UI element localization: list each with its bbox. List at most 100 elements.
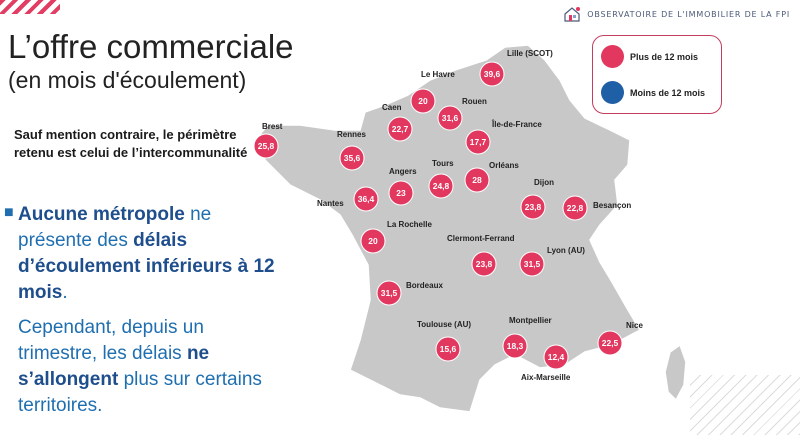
key-finding-text: ne présente des bbox=[18, 204, 212, 252]
city-bubble bbox=[353, 186, 379, 212]
legend-item-over: Plus de 12 mois bbox=[601, 45, 698, 68]
legend-swatch-over bbox=[601, 45, 624, 68]
city-value: 23,8 bbox=[476, 259, 493, 269]
city-value: 36,4 bbox=[358, 194, 375, 204]
page-subtitle: (en mois d'écoulement) bbox=[8, 67, 247, 93]
city-marker-caen: 22,7 Caen bbox=[382, 103, 413, 142]
city-marker-le-de-france: 17,7 Île-de-France bbox=[465, 120, 542, 155]
city-label: Orléans bbox=[489, 161, 519, 170]
city-value: 18,3 bbox=[507, 341, 524, 351]
city-bubble bbox=[410, 88, 436, 114]
city-bubble bbox=[479, 61, 505, 87]
trend-text-end: plus sur certains territoires. bbox=[18, 369, 262, 417]
city-label: Angers bbox=[389, 167, 417, 176]
city-marker-bordeaux: 31,5 Bordeaux bbox=[376, 280, 443, 306]
city-label: Nice bbox=[626, 321, 643, 330]
city-label: Bordeaux bbox=[406, 281, 443, 290]
city-marker-besan-on: 22,8 Besançon bbox=[562, 195, 631, 221]
city-marker-orl-ans: 28 Orléans bbox=[464, 161, 519, 193]
city-label: Brest bbox=[262, 122, 283, 131]
city-value: 23 bbox=[396, 188, 406, 198]
page-title: L’offre commerciale bbox=[8, 28, 294, 65]
city-bubble bbox=[428, 173, 454, 199]
city-label: La Rochelle bbox=[387, 220, 432, 229]
legend-label-under: Moins de 12 mois bbox=[630, 87, 706, 98]
city-label: Île-de-France bbox=[491, 120, 542, 129]
corsica-shape bbox=[664, 343, 687, 402]
brand-header: OBSERVATOIRE DE L'IMMOBILIER DE LA FPI bbox=[563, 6, 790, 22]
trend-text: Cependant, depuis un trimestre, les déla… bbox=[18, 317, 204, 365]
legend-label-over: Plus de 12 mois bbox=[630, 51, 699, 62]
city-value: 15,6 bbox=[440, 344, 457, 354]
city-value: 22,5 bbox=[602, 338, 619, 348]
city-bubble bbox=[360, 228, 386, 254]
city-value: 24,8 bbox=[433, 181, 450, 191]
city-bubble bbox=[520, 194, 546, 220]
city-value: 31,5 bbox=[524, 259, 541, 269]
city-marker-montpellier: 18,3 Montpellier bbox=[502, 316, 552, 359]
city-bubble bbox=[435, 336, 461, 362]
house-logo-icon bbox=[564, 7, 581, 22]
city-marker-toulouse-au: 15,6 Toulouse (AU) bbox=[417, 320, 471, 362]
city-value: 28 bbox=[472, 175, 482, 185]
city-label: Toulouse (AU) bbox=[417, 320, 471, 329]
city-value: 12,4 bbox=[548, 352, 565, 362]
city-marker-nantes: 36,4 Nantes bbox=[317, 186, 379, 212]
city-label: Le Havre bbox=[421, 70, 455, 79]
legend: Plus de 12 mois Moins de 12 mois bbox=[592, 35, 722, 114]
city-label: Dijon bbox=[534, 178, 554, 187]
city-marker-clermont-ferrand: 23,8 Clermont-Ferrand bbox=[447, 234, 515, 277]
bullet-icon: ■ bbox=[4, 204, 14, 221]
city-marker-brest: 25,8 Brest bbox=[253, 122, 283, 159]
brand-name: OBSERVATOIRE DE L'IMMOBILIER DE LA FPI bbox=[587, 9, 790, 19]
key-finding-bold-2: délais d’écoulement inférieurs à 12 mois bbox=[18, 230, 275, 304]
city-label: Tours bbox=[432, 159, 454, 168]
city-value: 31,5 bbox=[381, 288, 398, 298]
city-label: Lyon (AU) bbox=[547, 246, 585, 255]
city-marker-nice: 22,5 Nice bbox=[597, 321, 643, 356]
city-bubble bbox=[465, 129, 491, 155]
corner-decoration bbox=[0, 0, 60, 14]
city-bubble bbox=[388, 180, 414, 206]
city-label: Rennes bbox=[337, 130, 366, 139]
france-mainland-shape bbox=[254, 44, 642, 413]
trend-bold: ne s’allongent bbox=[18, 343, 210, 391]
city-value: 20 bbox=[418, 96, 428, 106]
corner-decoration-lines bbox=[690, 375, 800, 435]
city-label: Besançon bbox=[593, 201, 631, 210]
city-marker-lyon-au: 31,5 Lyon (AU) bbox=[519, 246, 585, 277]
city-label: Caen bbox=[382, 103, 402, 112]
city-marker-dijon: 23,8 Dijon bbox=[520, 178, 554, 220]
city-value: 20 bbox=[368, 236, 378, 246]
city-bubble bbox=[502, 333, 528, 359]
city-label: Lille (SCOT) bbox=[507, 49, 553, 58]
city-bubble bbox=[253, 133, 279, 159]
city-value: 22,7 bbox=[392, 124, 409, 134]
city-marker-la-rochelle: 20 La Rochelle bbox=[360, 220, 432, 254]
perimeter-note: Sauf mention contraire, le périmètre ret… bbox=[14, 127, 248, 161]
city-markers: 39,6 Lille (SCOT) 20 Le Havre 22,7 Caen 31,6Ro… bbox=[253, 49, 643, 382]
city-value: 23,8 bbox=[525, 202, 542, 212]
legend-swatch-under bbox=[601, 81, 624, 104]
city-bubble bbox=[376, 280, 402, 306]
city-value: 17,7 bbox=[470, 137, 487, 147]
city-label: Montpellier bbox=[509, 316, 552, 325]
trend-paragraph: Cependant, depuis un trimestre, les déla… bbox=[18, 315, 276, 419]
city-value: 25,8 bbox=[258, 141, 275, 151]
city-marker-rennes: 35,6 Rennes bbox=[337, 130, 366, 171]
city-bubble bbox=[562, 195, 588, 221]
city-bubble bbox=[339, 145, 365, 171]
city-bubble bbox=[519, 251, 545, 277]
city-label: Nantes bbox=[317, 199, 344, 208]
city-bubble bbox=[471, 251, 497, 277]
city-marker-lille-scot: 39,6 Lille (SCOT) bbox=[479, 49, 553, 87]
city-marker-tours: 24,8 Tours bbox=[428, 159, 454, 199]
city-value: 35,6 bbox=[344, 153, 361, 163]
city-marker-aix-marseille: 12,4 Aix-Marseille bbox=[521, 344, 571, 382]
legend-item-under: Moins de 12 mois bbox=[601, 81, 705, 104]
city-value: 39,6 bbox=[484, 69, 501, 79]
city-label: Rouen bbox=[462, 97, 487, 106]
city-marker-angers: 23 Angers bbox=[388, 167, 417, 206]
city-label: Aix-Marseille bbox=[521, 373, 571, 382]
